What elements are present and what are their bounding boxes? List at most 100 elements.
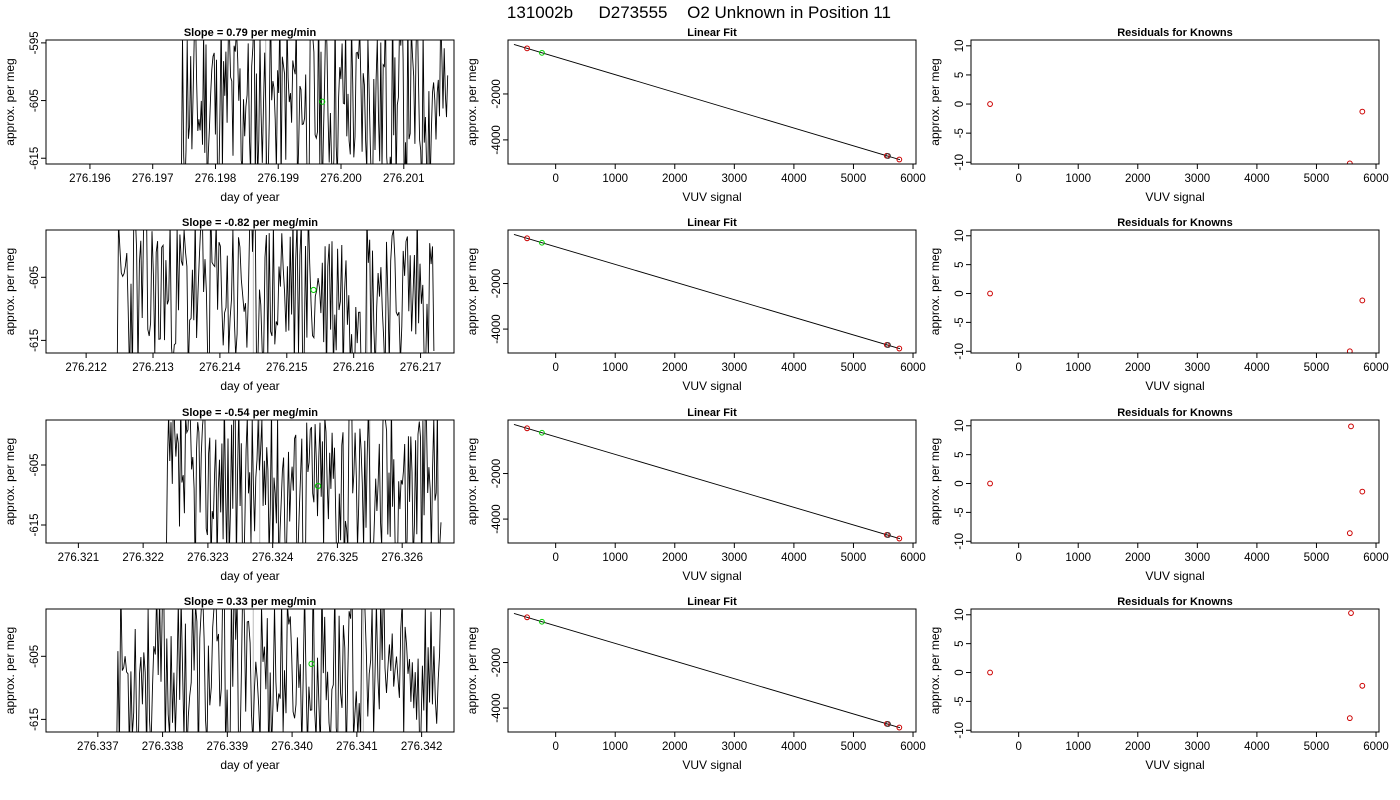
x-tick-label: 0 (1015, 552, 1021, 564)
x-tick-label: 2000 (662, 741, 688, 753)
x-tick-label: 3000 (1185, 741, 1211, 753)
panel-row3-residuals: Residuals for Knowns 0 1000 2000 3000 4000 500… (928, 407, 1389, 583)
data-point (987, 101, 993, 107)
y-tick-label: 5 (954, 640, 966, 646)
x-tick-label: 6000 (900, 741, 926, 753)
data-point (539, 429, 545, 436)
x-tick-label: 276.321 (58, 552, 100, 564)
plot-frame (45, 229, 455, 354)
x-tick-label: 2000 (1125, 173, 1151, 185)
x-tick-label: 4000 (1244, 362, 1270, 374)
y-tick-label: -4000 (491, 693, 503, 722)
y-tick-label: -2000 (491, 79, 503, 108)
x-tick-label: 276.199 (257, 173, 299, 185)
plot-frame (507, 419, 917, 544)
panel-title: Linear Fit (687, 596, 737, 608)
x-tick-label: 6000 (1363, 552, 1389, 564)
x-tick-label: 3000 (722, 173, 748, 185)
data-point (885, 153, 891, 159)
y-tick-label: -605 (29, 453, 41, 476)
plot-frame (970, 608, 1380, 733)
y-axis-label: approx. per meg (3, 58, 17, 145)
panel-title: Slope = 0.33 per meg/min (184, 596, 317, 608)
fit-line (513, 423, 901, 540)
plot-frame (970, 39, 1380, 165)
plot-area (987, 423, 1366, 537)
x-tick-label: 0 (1015, 173, 1021, 185)
x-tick-label: 276.196 (69, 173, 111, 185)
x-axis-label: VUV signal (1145, 190, 1204, 204)
x-tick-label: 0 (1015, 362, 1021, 374)
x-tick-label: 1000 (1065, 362, 1091, 374)
plot-area (513, 44, 903, 163)
x-tick-label: 276.215 (266, 362, 308, 374)
x-tick-label: 276.324 (252, 552, 294, 564)
plot-area (513, 233, 903, 352)
data-point (1359, 297, 1366, 304)
data-point (524, 235, 530, 242)
x-tick-label: 276.217 (400, 362, 442, 374)
plot-frame (507, 608, 917, 733)
fit-line (513, 233, 901, 350)
data-point (885, 721, 891, 727)
y-axis-label: approx. per meg (465, 58, 479, 145)
y-axis-label: approx. per meg (465, 627, 479, 714)
x-tick-label: 5000 (841, 552, 867, 564)
data-point (524, 425, 530, 432)
y-tick-label: -2000 (491, 459, 503, 488)
y-tick-label: -605 (29, 645, 41, 668)
panel-title: Linear Fit (687, 407, 737, 419)
panel-row1-trace: Slope = 0.79 per meg/min 276.196 276.197 27… (3, 27, 455, 204)
x-axis-label: VUV signal (682, 569, 741, 583)
trace-line (116, 230, 435, 353)
y-tick-label: 10 (954, 419, 966, 432)
mean-marker (314, 482, 322, 490)
y-tick-label: -2000 (491, 648, 503, 677)
plot-frame (507, 229, 917, 354)
x-tick-label: 0 (552, 741, 558, 753)
x-tick-label: 276.197 (132, 173, 174, 185)
panel-row4-residuals: Residuals for Knowns 0 1000 2000 3000 4000 500… (928, 596, 1389, 772)
y-tick-label: -10 (954, 154, 966, 171)
data-point (896, 724, 903, 731)
x-tick-label: 6000 (1363, 362, 1389, 374)
data-point (539, 618, 545, 625)
x-tick-label: 5000 (1304, 173, 1330, 185)
x-tick-label: 4000 (781, 552, 807, 564)
data-point (1348, 610, 1354, 616)
x-tick-label: 3000 (1185, 173, 1211, 185)
data-point (539, 239, 545, 246)
x-tick-label: 0 (1015, 741, 1021, 753)
y-tick-label: -4000 (491, 504, 503, 533)
figure-title-id: 131002b (507, 3, 573, 22)
panel-row3-fit: Linear Fit 0 1000 2000 3000 4000 5000 6000 -2000… (465, 407, 926, 583)
y-tick-label: -4000 (491, 314, 503, 343)
x-tick-label: 276.201 (383, 173, 425, 185)
x-tick-label: 5000 (1304, 741, 1330, 753)
panel-title: Residuals for Knowns (1117, 27, 1233, 39)
x-tick-label: 1000 (1065, 741, 1091, 753)
figure-title-sample: D273555 (598, 3, 667, 22)
y-tick-label: 5 (954, 72, 966, 78)
x-tick-label: 1000 (1065, 173, 1091, 185)
x-tick-label: 1000 (602, 173, 628, 185)
plot-frame (45, 608, 455, 733)
x-tick-label: 276.337 (77, 741, 119, 753)
x-tick-label: 276.338 (142, 741, 184, 753)
data-point (885, 342, 891, 348)
x-tick-label: 276.339 (207, 741, 249, 753)
x-axis-label: day of year (220, 569, 279, 583)
x-tick-label: 276.212 (65, 362, 107, 374)
data-point (524, 614, 530, 621)
y-axis-label: approx. per meg (928, 627, 942, 714)
trace-line (181, 40, 449, 164)
mean-marker (308, 660, 315, 667)
x-tick-label: 1000 (1065, 552, 1091, 564)
x-tick-label: 6000 (900, 552, 926, 564)
plot-frame (970, 419, 1380, 544)
mean-marker (310, 286, 317, 294)
y-tick-label: -615 (29, 513, 41, 536)
data-point (1359, 488, 1366, 495)
data-point (896, 535, 903, 542)
